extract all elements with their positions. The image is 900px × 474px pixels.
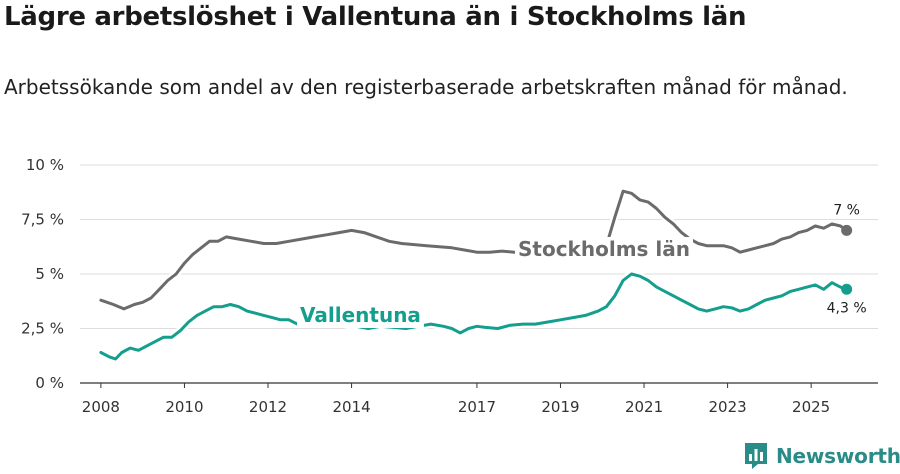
- y-tick-label: 0 %: [35, 374, 64, 392]
- y-tick-label: 7,5 %: [21, 211, 64, 229]
- page-title: Lägre arbetslöshet i Vallentuna än i Sto…: [4, 2, 747, 32]
- x-tick-label: 2019: [541, 398, 579, 416]
- series-halo: [96, 270, 851, 363]
- y-tick-label: 10 %: [26, 156, 64, 174]
- x-tick-label: 2025: [792, 398, 830, 416]
- end-point-stockholm: [841, 224, 853, 236]
- end-label-stockholm: 7 %: [833, 202, 860, 218]
- end-point-vallentuna: [841, 283, 853, 295]
- series-label-bg: [515, 237, 693, 262]
- series-line-vallentuna: [99, 272, 849, 361]
- newsworthy-logo-icon: [745, 443, 767, 469]
- x-tick-label: 2023: [708, 398, 746, 416]
- chart-subtitle: Arbetssökande som andel av den registerb…: [4, 75, 848, 99]
- x-tick-label: 2017: [458, 398, 496, 416]
- series-label-stockholm: Stockholms län: [518, 237, 690, 261]
- series-label-vallentuna: Vallentuna: [300, 303, 421, 327]
- x-tick-label: 2014: [332, 398, 370, 416]
- y-tick-label: 5 %: [35, 265, 64, 283]
- x-tick-label: 2008: [82, 398, 120, 416]
- x-tick-label: 2010: [165, 398, 203, 416]
- brand-logo: Newsworthy: [744, 440, 900, 472]
- x-tick-label: 2012: [249, 398, 287, 416]
- series-line-stockholm: [99, 189, 849, 311]
- x-tick-label: 2021: [625, 398, 663, 416]
- series-label-bg: [297, 303, 424, 328]
- brand-name: Newsworthy: [776, 444, 900, 468]
- y-tick-label: 2,5 %: [21, 320, 64, 338]
- end-label-vallentuna: 4,3 %: [827, 300, 867, 316]
